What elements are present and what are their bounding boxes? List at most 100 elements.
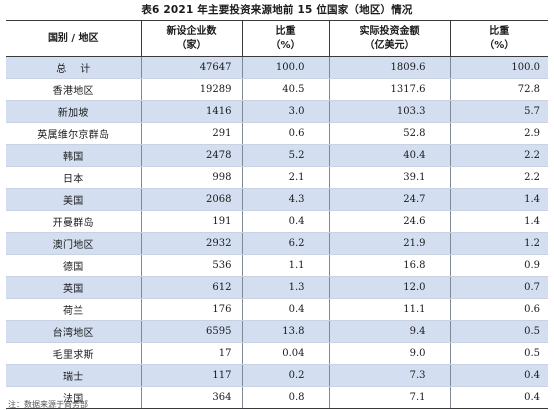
cell-investment: 39.1 [328,166,450,189]
header-investment-unit: （亿美元） [364,39,415,51]
table-row: 台湾地区 6595 13.8 9.4 0.5 [6,320,548,343]
cell-share-enterprises: 1.3 [241,276,329,299]
cell-share-enterprises: 0.04 [241,342,329,365]
cell-share-investment: 5.7 [449,100,548,123]
cell-share-investment: 0.5 [449,342,548,365]
cell-enterprises: 536 [140,254,242,277]
cell-enterprises: 19289 [140,78,242,101]
table-title: 表6 2021 年主要投资来源地前 15 位国家（地区）情况 [141,4,413,16]
cell-investment: 24.6 [328,210,450,233]
table-row: 开曼群岛 191 0.4 24.6 1.4 [6,210,548,233]
cell-investment: 9.0 [328,342,450,365]
cell-enterprises: 998 [140,166,242,189]
cell-share-investment: 2.2 [449,166,548,189]
cell-enterprises: 17 [140,342,242,365]
cell-region: 德国 [6,254,141,277]
header-share-investment: 比重 （%） [449,20,548,57]
table-row: 瑞士 117 0.2 7.3 0.4 [6,364,548,387]
cell-enterprises: 1416 [140,100,242,123]
table-row: 毛里求斯 17 0.04 9.0 0.5 [6,342,548,365]
cell-enterprises: 47647 [140,56,242,79]
cell-share-enterprises: 6.2 [241,232,329,255]
cell-enterprises: 364 [140,386,242,409]
cell-share-investment: 0.5 [449,320,548,343]
cell-enterprises: 612 [140,276,242,299]
table-header-row: 国别 / 地区 新设企业数 （家） 比重 （%） 实际投资金额 （亿美元） 比重… [6,20,548,57]
cell-region: 澳门地区 [6,232,141,255]
table-row: 日本 998 2.1 39.1 2.2 [6,166,548,189]
table-row: 德国 536 1.1 16.8 0.9 [6,254,548,277]
cell-share-investment: 0.6 [449,298,548,321]
header-share-investment-unit: （%） [484,39,515,51]
cell-investment: 12.0 [328,276,450,299]
cell-region: 新加坡 [6,100,141,123]
table-row: 荷兰 176 0.4 11.1 0.6 [6,298,548,321]
cell-enterprises: 2478 [140,144,242,167]
cell-share-investment: 1.4 [449,188,548,211]
cell-investment: 1317.6 [328,78,450,101]
cell-investment: 11.1 [328,298,450,321]
cell-share-investment: 1.4 [449,210,548,233]
cell-region: 香港地区 [6,78,141,101]
cell-region: 法国 [6,386,141,409]
cell-share-enterprises: 0.6 [241,122,329,145]
cell-share-investment: 2.2 [449,144,548,167]
cell-region: 美国 [6,188,141,211]
cell-share-investment: 72.8 [449,78,548,101]
header-enterprises-label: 新设企业数 [166,25,217,37]
cell-investment: 7.3 [328,364,450,387]
cell-investment: 52.8 [328,122,450,145]
cell-share-investment: 0.4 [449,364,548,387]
cell-share-enterprises: 100.0 [241,56,329,79]
cell-enterprises: 191 [140,210,242,233]
table-row: 英国 612 1.3 12.0 0.7 [6,276,548,299]
cell-enterprises: 117 [140,364,242,387]
cell-share-investment: 0.4 [449,386,548,409]
cell-enterprises: 176 [140,298,242,321]
cell-share-enterprises: 13.8 [241,320,329,343]
cell-region: 韩国 [6,144,141,167]
cell-investment: 24.7 [328,188,450,211]
cell-investment: 1809.6 [328,56,450,79]
cell-share-enterprises: 5.2 [241,144,329,167]
table-row-total: 总计 47647 100.0 1809.6 100.0 [6,56,548,79]
cell-region: 瑞士 [6,364,141,387]
header-share-enterprises: 比重 （%） [241,20,329,57]
cell-region: 毛里求斯 [6,342,141,365]
table-row: 新加坡 1416 3.0 103.3 5.7 [6,100,548,123]
cell-investment: 103.3 [328,100,450,123]
cell-share-investment: 100.0 [449,56,548,79]
header-enterprises-unit: （家） [176,39,207,51]
cell-region: 台湾地区 [6,320,141,343]
header-region: 国别 / 地区 [6,20,141,57]
table-row: 美国 2068 4.3 24.7 1.4 [6,188,548,211]
header-region-label: 国别 / 地区 [47,32,99,44]
cell-enterprises: 6595 [140,320,242,343]
cell-share-enterprises: 0.4 [241,210,329,233]
cell-share-enterprises: 0.2 [241,364,329,387]
table-footnote: 注：数据来源于商务部 [8,400,88,409]
cell-region: 英国 [6,276,141,299]
cell-enterprises: 291 [140,122,242,145]
cell-enterprises: 2068 [140,188,242,211]
cell-investment: 40.4 [328,144,450,167]
cell-investment: 16.8 [328,254,450,277]
cell-investment: 21.9 [328,232,450,255]
cell-share-enterprises: 3.0 [241,100,329,123]
cell-share-investment: 1.2 [449,232,548,255]
cell-region: 开曼群岛 [6,210,141,233]
cell-share-investment: 0.7 [449,276,548,299]
cell-share-enterprises: 2.1 [241,166,329,189]
cell-share-investment: 2.9 [449,122,548,145]
header-share-investment-label: 比重 [489,25,510,37]
header-investment-label: 实际投资金额 [359,25,420,37]
cell-region: 总计 [6,56,141,79]
header-share-enterprises-label: 比重 [275,25,296,37]
cell-investment: 9.4 [328,320,450,343]
header-enterprises: 新设企业数 （家） [140,20,242,57]
table-body: 总计 47647 100.0 1809.6 100.0 香港地区 19289 4… [6,56,548,409]
table-row: 法国 364 0.8 7.1 0.4 [6,386,548,409]
cell-region: 英属维尔京群岛 [6,122,141,145]
cell-region: 荷兰 [6,298,141,321]
